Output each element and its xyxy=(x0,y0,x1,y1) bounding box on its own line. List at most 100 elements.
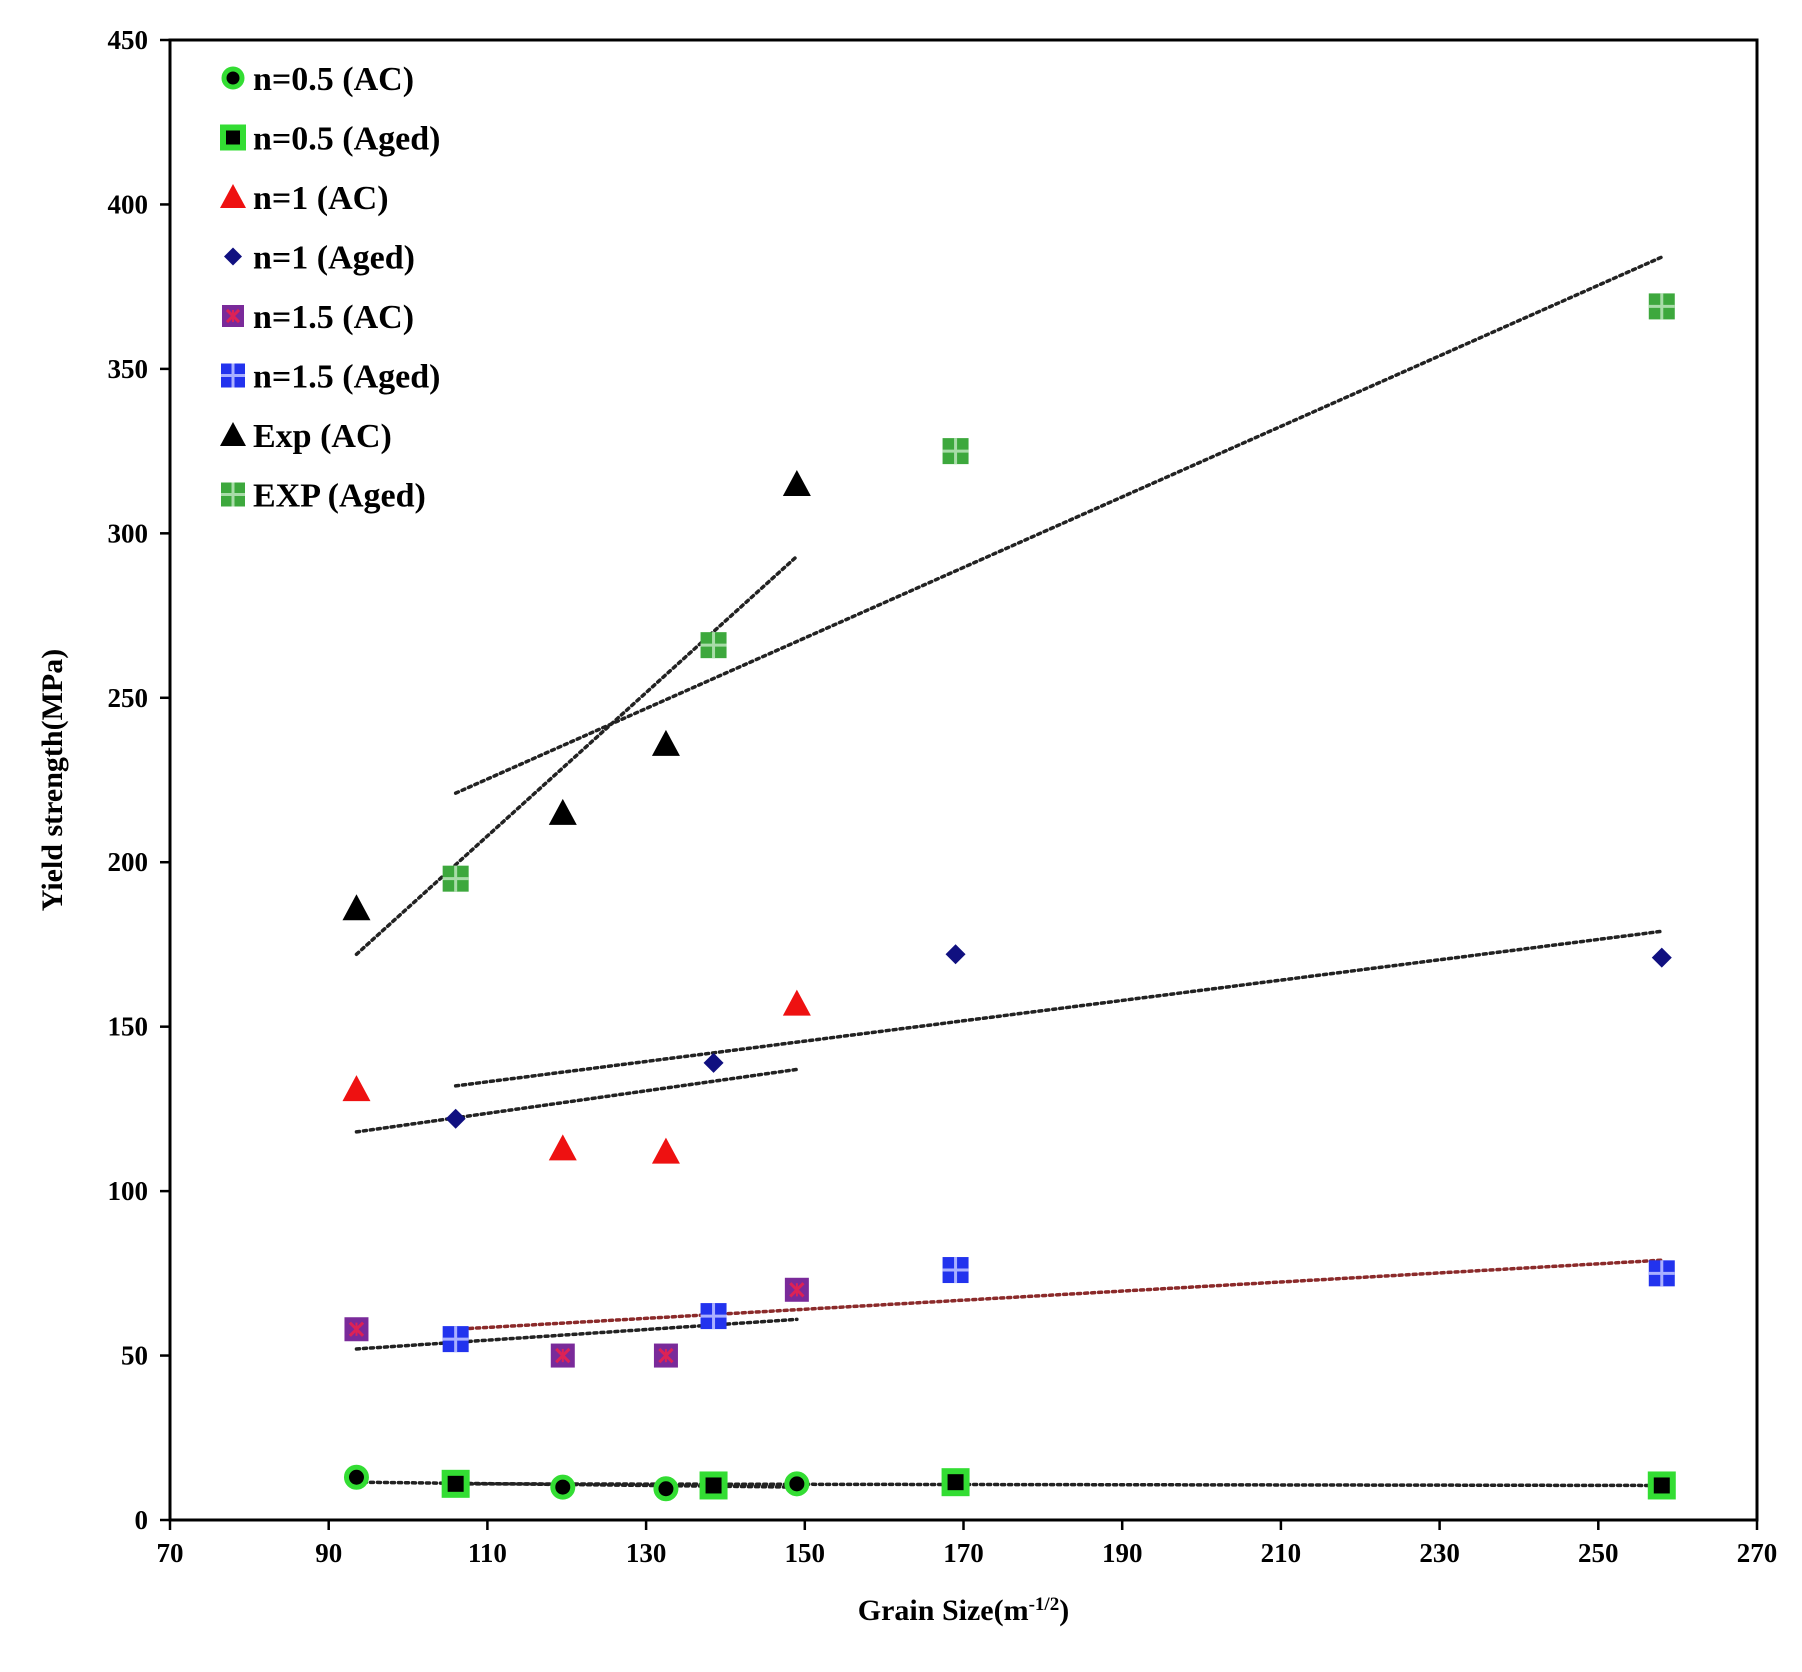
marker-shape xyxy=(220,184,246,208)
data-point xyxy=(445,1108,466,1129)
data-point xyxy=(442,865,469,892)
marker-shape xyxy=(699,1471,728,1500)
marker-shape xyxy=(441,1469,470,1498)
data-point xyxy=(653,1476,679,1502)
legend-label: n=1.5 (AC) xyxy=(253,299,414,336)
x-tick-label: 130 xyxy=(626,1538,667,1568)
x-tick-label: 190 xyxy=(1102,1538,1143,1568)
trend-n1-ac xyxy=(354,1067,799,1134)
legend-label: n=1.5 (Aged) xyxy=(253,359,440,396)
x-tick-label: 230 xyxy=(1419,1538,1460,1568)
series-0 xyxy=(343,1464,810,1502)
y-tick-label: 450 xyxy=(108,25,149,55)
y-tick-label: 0 xyxy=(135,1505,149,1535)
data-point xyxy=(1648,1260,1675,1287)
y-tick-label: 150 xyxy=(108,1012,149,1042)
trend-exp-aged xyxy=(453,255,1664,795)
data-point xyxy=(653,1343,678,1368)
data-point xyxy=(442,1326,469,1353)
legend-marker xyxy=(224,247,242,266)
legend-label: n=0.5 (Aged) xyxy=(253,121,440,158)
legend-label: Exp (AC) xyxy=(253,418,392,455)
marker-shape xyxy=(945,944,966,965)
marker-shape xyxy=(941,1468,970,1497)
x-tick-label: 90 xyxy=(315,1538,342,1568)
marker-shape xyxy=(343,1464,369,1490)
marker-shape xyxy=(342,1075,371,1102)
legend: n=0.5 (AC) n=0.5 (Aged) n=1 (AC) n=1 (Aged)… xyxy=(220,61,440,515)
marker-shape xyxy=(342,894,371,921)
data-point xyxy=(700,1303,727,1330)
trend-n1-aged xyxy=(453,929,1664,1088)
marker-shape xyxy=(220,124,246,151)
data-point xyxy=(548,1134,577,1161)
data-point xyxy=(699,1471,728,1500)
marker-shape xyxy=(782,470,811,496)
x-tick-label: 170 xyxy=(943,1538,984,1568)
data-point xyxy=(344,1317,369,1342)
data-point xyxy=(548,798,577,825)
marker-shape xyxy=(703,1052,724,1073)
x-tick-label: 250 xyxy=(1578,1538,1619,1568)
legend-label: n=1 (AC) xyxy=(253,180,389,217)
data-point xyxy=(941,1468,970,1497)
data-point xyxy=(651,1137,680,1164)
legend-marker xyxy=(221,482,245,507)
data-points xyxy=(342,293,1676,1502)
y-tick-label: 250 xyxy=(108,683,149,713)
legend-label: n=1 (Aged) xyxy=(253,240,415,277)
marker-shape xyxy=(782,989,811,1016)
series-4 xyxy=(344,1277,809,1368)
marker-shape xyxy=(784,1471,810,1497)
marker-shape xyxy=(221,66,245,90)
data-point xyxy=(550,1474,576,1500)
marker-shape xyxy=(220,422,246,446)
x-tick-label: 150 xyxy=(785,1538,826,1568)
legend-marker xyxy=(221,66,245,90)
marker-shape xyxy=(1651,947,1672,968)
data-point xyxy=(1651,947,1672,968)
legend-marker xyxy=(220,124,246,151)
series-7 xyxy=(442,293,1675,892)
y-tick-label: 400 xyxy=(108,189,149,219)
marker-shape xyxy=(224,247,242,266)
y-tick-label: 350 xyxy=(108,354,149,384)
axis-ticks: 70 90 110 130 150 170 190 210 230 250 270 0 50 100 150… xyxy=(108,25,1778,1568)
marker-shape xyxy=(445,1108,466,1129)
x-tick-label: 110 xyxy=(468,1538,507,1568)
trendlines xyxy=(354,255,1664,1489)
series-3 xyxy=(445,944,1672,1129)
marker-shape xyxy=(548,798,577,825)
data-point xyxy=(784,1277,809,1302)
data-point xyxy=(1648,293,1675,320)
data-point xyxy=(651,729,680,756)
trend-n15-aged xyxy=(453,1258,1664,1331)
data-point xyxy=(343,1464,369,1490)
trend-exp-ac xyxy=(354,554,799,957)
data-point xyxy=(703,1052,724,1073)
y-tick-label: 300 xyxy=(108,518,149,548)
legend-marker xyxy=(222,305,244,327)
marker-shape xyxy=(651,729,680,756)
y-tick-label: 100 xyxy=(108,1176,149,1206)
data-point xyxy=(782,470,811,496)
data-point xyxy=(1647,1471,1676,1500)
data-point xyxy=(342,1075,371,1102)
x-tick-label: 210 xyxy=(1261,1538,1302,1568)
legend-marker xyxy=(220,422,246,446)
series-5 xyxy=(442,1257,1675,1353)
x-axis-title: Grain Size(m-1/2) xyxy=(858,1594,1069,1628)
data-point xyxy=(342,894,371,921)
marker-shape xyxy=(548,1134,577,1161)
marker-shape xyxy=(653,1476,679,1502)
data-point xyxy=(550,1343,575,1368)
trend-n05-aged xyxy=(453,1482,1664,1488)
x-tick-label: 70 xyxy=(157,1538,184,1568)
y-tick-label: 50 xyxy=(121,1341,148,1371)
y-axis-title: Yield strength(MPa) xyxy=(36,649,69,911)
legend-marker xyxy=(221,363,245,388)
data-point xyxy=(784,1471,810,1497)
marker-shape xyxy=(550,1474,576,1500)
legend-label: n=0.5 (AC) xyxy=(253,61,414,98)
